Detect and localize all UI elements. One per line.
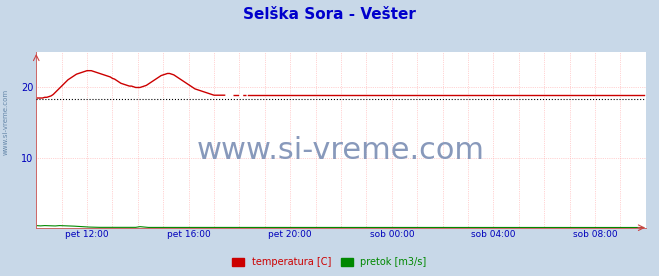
Text: www.si-vreme.com: www.si-vreme.com <box>3 88 9 155</box>
Legend: temperatura [C], pretok [m3/s]: temperatura [C], pretok [m3/s] <box>229 253 430 271</box>
Text: Selška Sora - Vešter: Selška Sora - Vešter <box>243 7 416 22</box>
Text: www.si-vreme.com: www.si-vreme.com <box>197 136 485 165</box>
